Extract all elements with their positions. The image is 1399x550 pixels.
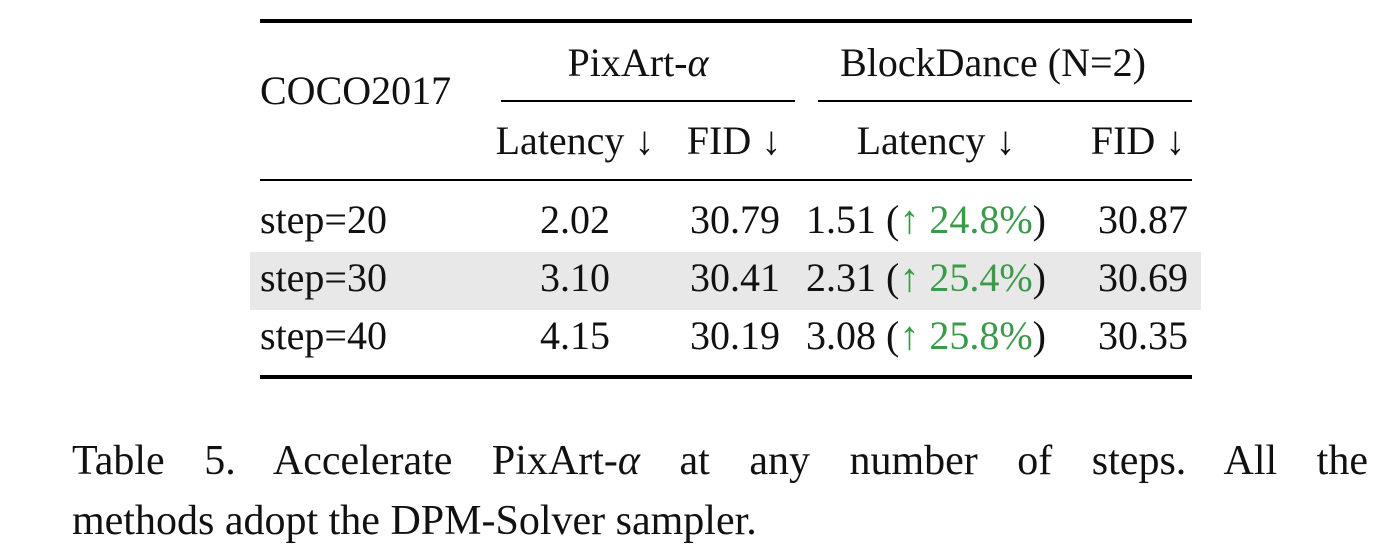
group-header-pixart: PixArt-α [568,40,709,86]
latency-value: 1.51 [806,197,876,242]
speedup-badge: ↑ 24.8% [899,197,1033,242]
cell-pixart-latency: 4.15 [540,313,610,358]
latency-value: 2.31 [806,255,876,300]
cell-blockdance-latency: 2.31 (↑ 25.4%) [806,255,1046,300]
caption-suffix: at any number of steps. All the [639,438,1368,484]
speedup-badge: ↑ 25.4% [899,255,1033,300]
table-bottom-rule [260,375,1192,379]
table-mid-rule [260,179,1192,181]
cell-blockdance-fid: 30.69 [1098,255,1188,300]
cmid-rule-blockdance [818,100,1192,102]
caption-prefix: Table 5. Accelerate PixArt- [72,438,618,484]
cell-pixart-latency: 3.10 [540,255,610,300]
caption-alpha-symbol: α [617,438,640,484]
cmid-rule-pixart [501,100,795,102]
shaded-row-background [250,252,1201,310]
row-step-label: step=20 [260,197,387,242]
cell-blockdance-fid: 30.35 [1098,313,1188,358]
table-caption-line1: Table 5. Accelerate PixArt-α at any numb… [72,432,1368,490]
table-top-rule [260,19,1192,23]
col-header-blockdance-latency: Latency ↓ [856,118,1016,163]
cell-pixart-fid: 30.19 [690,313,780,358]
latency-value: 3.08 [806,313,876,358]
alpha-symbol: α [687,40,709,85]
cell-blockdance-latency: 3.08 (↑ 25.8%) [806,313,1046,358]
col-header-pixart-fid: FID ↓ [686,118,782,163]
cell-pixart-fid: 30.41 [690,255,780,300]
speedup-badge: ↑ 25.8% [899,313,1033,358]
cell-pixart-fid: 30.79 [690,197,780,242]
cell-pixart-latency: 2.02 [540,197,610,242]
col-header-blockdance-fid: FID ↓ [1090,118,1186,163]
group-header-pixart-text: PixArt- [567,40,688,85]
corner-label: COCO2017 [260,68,452,113]
row-step-label: step=40 [260,313,387,358]
group-header-blockdance: BlockDance (N=2) [840,40,1146,85]
row-step-label: step=30 [260,255,387,300]
table-caption-line2: methods adopt the DPM-Solver sampler. [72,498,757,544]
col-header-pixart-latency: Latency ↓ [495,118,655,163]
cell-blockdance-latency: 1.51 (↑ 24.8%) [806,197,1046,242]
cell-blockdance-fid: 30.87 [1098,197,1188,242]
